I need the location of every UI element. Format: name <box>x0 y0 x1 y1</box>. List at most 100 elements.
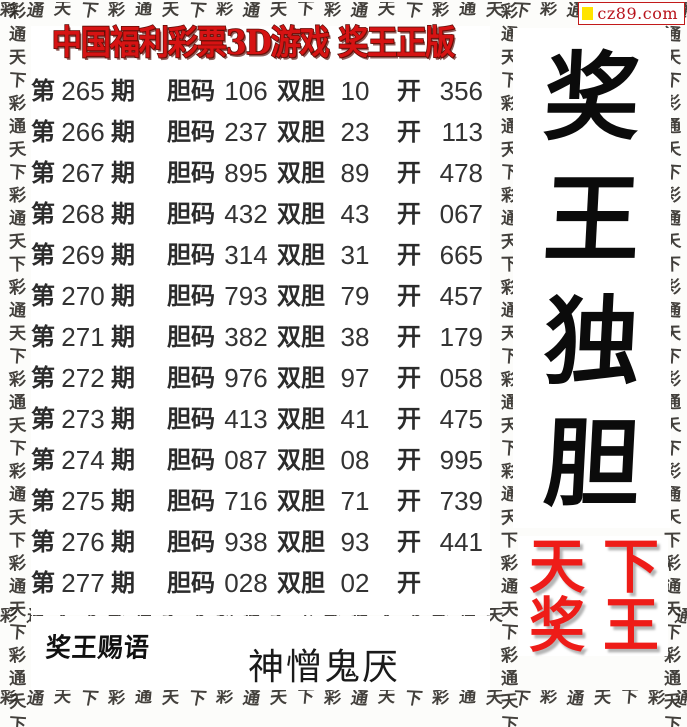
kai-value: 739 <box>439 485 483 516</box>
watermark-char: 天 <box>53 690 76 707</box>
watermark-char: 下 <box>499 622 519 644</box>
period-prefix-label: 第 <box>31 486 55 515</box>
watermark-char: 通 <box>458 2 481 19</box>
shuangdan-label: 双胆 <box>277 445 325 474</box>
period-prefix-label: 第 <box>31 240 55 269</box>
watermark-char: 下 <box>403 690 427 707</box>
danma-value: 432 <box>224 198 268 229</box>
period-suffix-label: 期 <box>111 281 135 310</box>
watermark-char: 彩 <box>7 369 27 391</box>
watermark-char: 天 <box>7 691 27 713</box>
kai-label: 开 <box>397 445 421 474</box>
period-suffix-label: 期 <box>111 568 135 597</box>
watermark-char: 下 <box>499 714 519 727</box>
calligraphy-char: 胆 <box>541 406 644 520</box>
period-number: 274 <box>61 444 105 475</box>
period-suffix-label: 期 <box>111 322 135 351</box>
poster-title: 中国福利彩票3D游戏 奖王正版 <box>38 26 468 61</box>
danma-value: 413 <box>224 403 268 434</box>
kai-label: 开 <box>397 199 421 228</box>
period-number: 265 <box>61 75 105 106</box>
shuangdan-value: 10 <box>340 75 370 106</box>
danma-label: 胆码 <box>167 240 215 269</box>
watermark-char: 下 <box>79 2 103 19</box>
shuangdan-label: 双胆 <box>277 363 325 392</box>
shuangdan-value: 41 <box>340 403 370 434</box>
watermark-char: 天 <box>8 47 26 69</box>
danma-value: 716 <box>224 485 268 516</box>
red-slogan-char: 下 <box>602 532 661 602</box>
watermark-char: 天 <box>8 599 26 621</box>
right-calligraphy: 奖王独胆 <box>527 40 657 522</box>
shuangdan-value: 43 <box>340 198 370 229</box>
danma-value: 793 <box>224 280 268 311</box>
lottery-row: 第 274 期 胆码 087 双胆 08 开 995 <box>31 439 490 480</box>
period-suffix-label: 期 <box>111 404 135 433</box>
kai-value: 478 <box>439 157 483 188</box>
danma-value: 106 <box>224 75 268 106</box>
period-number: 269 <box>61 239 105 270</box>
footer-strip-background <box>31 616 490 690</box>
watermark-char: 天 <box>377 2 400 19</box>
red-slogan-char: 王 <box>602 591 661 661</box>
watermark-char: 下 <box>7 438 27 460</box>
watermark-char: 通 <box>7 24 27 46</box>
period-number: 268 <box>61 198 105 229</box>
shuangdan-value: 97 <box>340 362 370 393</box>
red-slogan-char: 天 <box>528 532 587 602</box>
red-slogan-block: 天下奖王 <box>520 532 668 661</box>
watermark-char: 彩 <box>7 645 27 667</box>
watermark-char: 天 <box>485 690 507 707</box>
watermark-char: 下 <box>7 70 27 92</box>
danma-label: 胆码 <box>167 158 215 187</box>
lottery-rows: 第 265 期胆码 106 双胆 10 开 356 第 266 期胆码 237 双胆 23 开 113 第 267… <box>31 70 490 603</box>
lottery-row: 第 267 期 胆码 895 双胆 89 开 478 <box>31 152 490 193</box>
kai-value: 058 <box>439 362 483 393</box>
watermark-char: 通 <box>25 690 49 707</box>
danma-label: 胆码 <box>167 527 215 556</box>
watermark-char: 彩 <box>499 553 519 575</box>
kai-label: 开 <box>397 527 421 556</box>
kai-value: 665 <box>439 239 483 270</box>
period-number: 275 <box>61 485 105 516</box>
watermark-char: 下 <box>296 690 319 707</box>
watermark-char: 通 <box>8 392 26 414</box>
danma-value: 028 <box>224 567 268 598</box>
lottery-row: 第 268 期 胆码 432 双胆 43 开 067 <box>31 193 490 234</box>
kai-label: 开 <box>397 117 421 146</box>
watermark-char: 天 <box>7 231 27 253</box>
watermark-char: 通 <box>25 2 49 19</box>
lottery-row: 第 277 期 胆码 028 双胆 02 开 <box>31 562 490 603</box>
danma-value: 314 <box>224 239 268 270</box>
main-content-card <box>31 26 490 615</box>
calligraphy-char: 奖 <box>541 40 644 154</box>
watermark-char: 天 <box>485 2 507 19</box>
shuangdan-label: 双胆 <box>277 527 325 556</box>
kai-label: 开 <box>397 158 421 187</box>
period-prefix-label: 第 <box>31 322 55 351</box>
lottery-row: 第 276 期 胆码 938 双胆 93 开 441 <box>31 521 490 562</box>
period-prefix-label: 第 <box>31 281 55 310</box>
badge-text: cz89.com <box>597 3 678 23</box>
watermark-char: 彩 <box>215 690 238 707</box>
watermark-char: 天 <box>161 690 183 707</box>
watermark-char: 下 <box>620 690 643 707</box>
watermark-char: 通 <box>134 2 157 19</box>
watermark-char: 彩 <box>0 2 21 19</box>
watermark-char: 下 <box>296 2 319 19</box>
lottery-row: 第 272 期 胆码 976 双胆 97 开 058 <box>31 357 490 398</box>
site-watermark-badge[interactable]: cz89.com <box>578 2 685 25</box>
watermark-char: 下 <box>8 254 26 276</box>
danma-value: 938 <box>224 526 268 557</box>
danma-label: 胆码 <box>167 404 215 433</box>
watermark-char: 通 <box>134 690 157 707</box>
shuangdan-value: 23 <box>340 116 370 147</box>
watermark-char: 通 <box>7 576 27 598</box>
lottery-row: 第 270 期 胆码 793 双胆 79 开 457 <box>31 275 490 316</box>
watermark-char: 通 <box>499 576 519 598</box>
shuangdan-value: 79 <box>340 280 370 311</box>
danma-label: 胆码 <box>167 199 215 228</box>
watermark-char: 彩 <box>0 608 21 625</box>
period-suffix-label: 期 <box>111 199 135 228</box>
